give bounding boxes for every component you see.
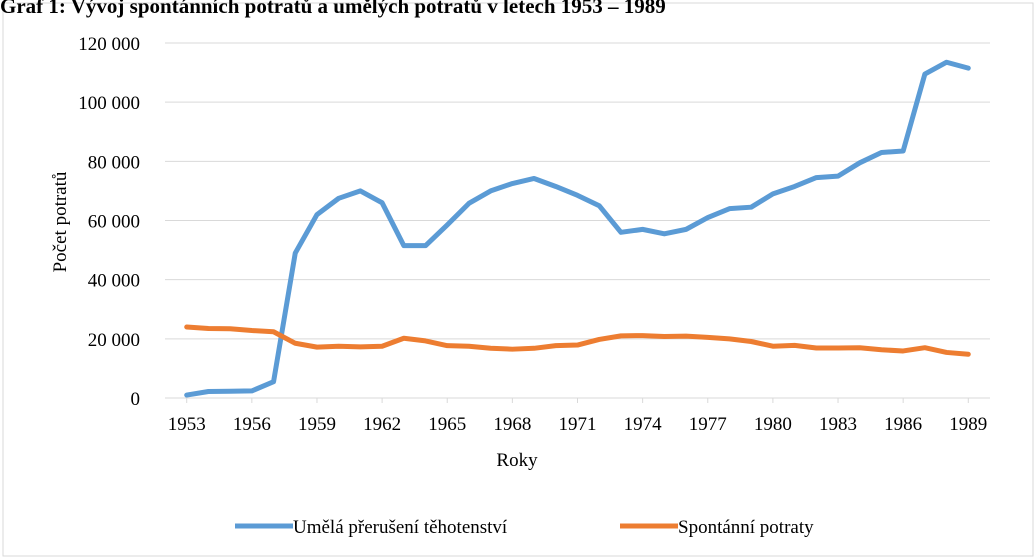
x-tick-label: 1971 (559, 414, 597, 435)
x-tick-label: 1965 (428, 414, 466, 435)
x-axis-label: Roky (496, 450, 538, 471)
y-axis-label: Počet potratů (50, 171, 71, 272)
data-line (184, 59, 971, 398)
x-tick-label: 1974 (624, 414, 663, 435)
y-tick-label: 80 000 (88, 152, 140, 173)
x-tick-label: 1983 (819, 414, 857, 435)
x-tick-label: 1956 (233, 414, 271, 435)
x-tick-label: 1977 (689, 414, 727, 435)
y-tick-label: 0 (131, 389, 141, 410)
legend-label: Spontánní potraty (678, 517, 814, 538)
chart-title: Graf 1: Vývoj spontánních potratů a uměl… (0, 0, 666, 18)
x-tick-label: 1959 (298, 414, 336, 435)
y-tick-label: 100 000 (78, 93, 140, 114)
y-tick-label: 40 000 (88, 271, 140, 292)
y-tick-label: 120 000 (78, 34, 140, 55)
data-line (184, 324, 971, 357)
x-tick-label: 1989 (949, 414, 987, 435)
x-tick-label: 1980 (754, 414, 792, 435)
y-tick-label: 60 000 (88, 212, 140, 233)
x-tick-label: 1986 (884, 414, 922, 435)
x-tick-label: 1962 (363, 414, 401, 435)
x-tick-label: 1968 (493, 414, 531, 435)
y-tick-label: 20 000 (88, 330, 140, 351)
x-tick-label: 1953 (168, 414, 206, 435)
legend-label: Umělá přerušení těhotenství (293, 517, 508, 538)
